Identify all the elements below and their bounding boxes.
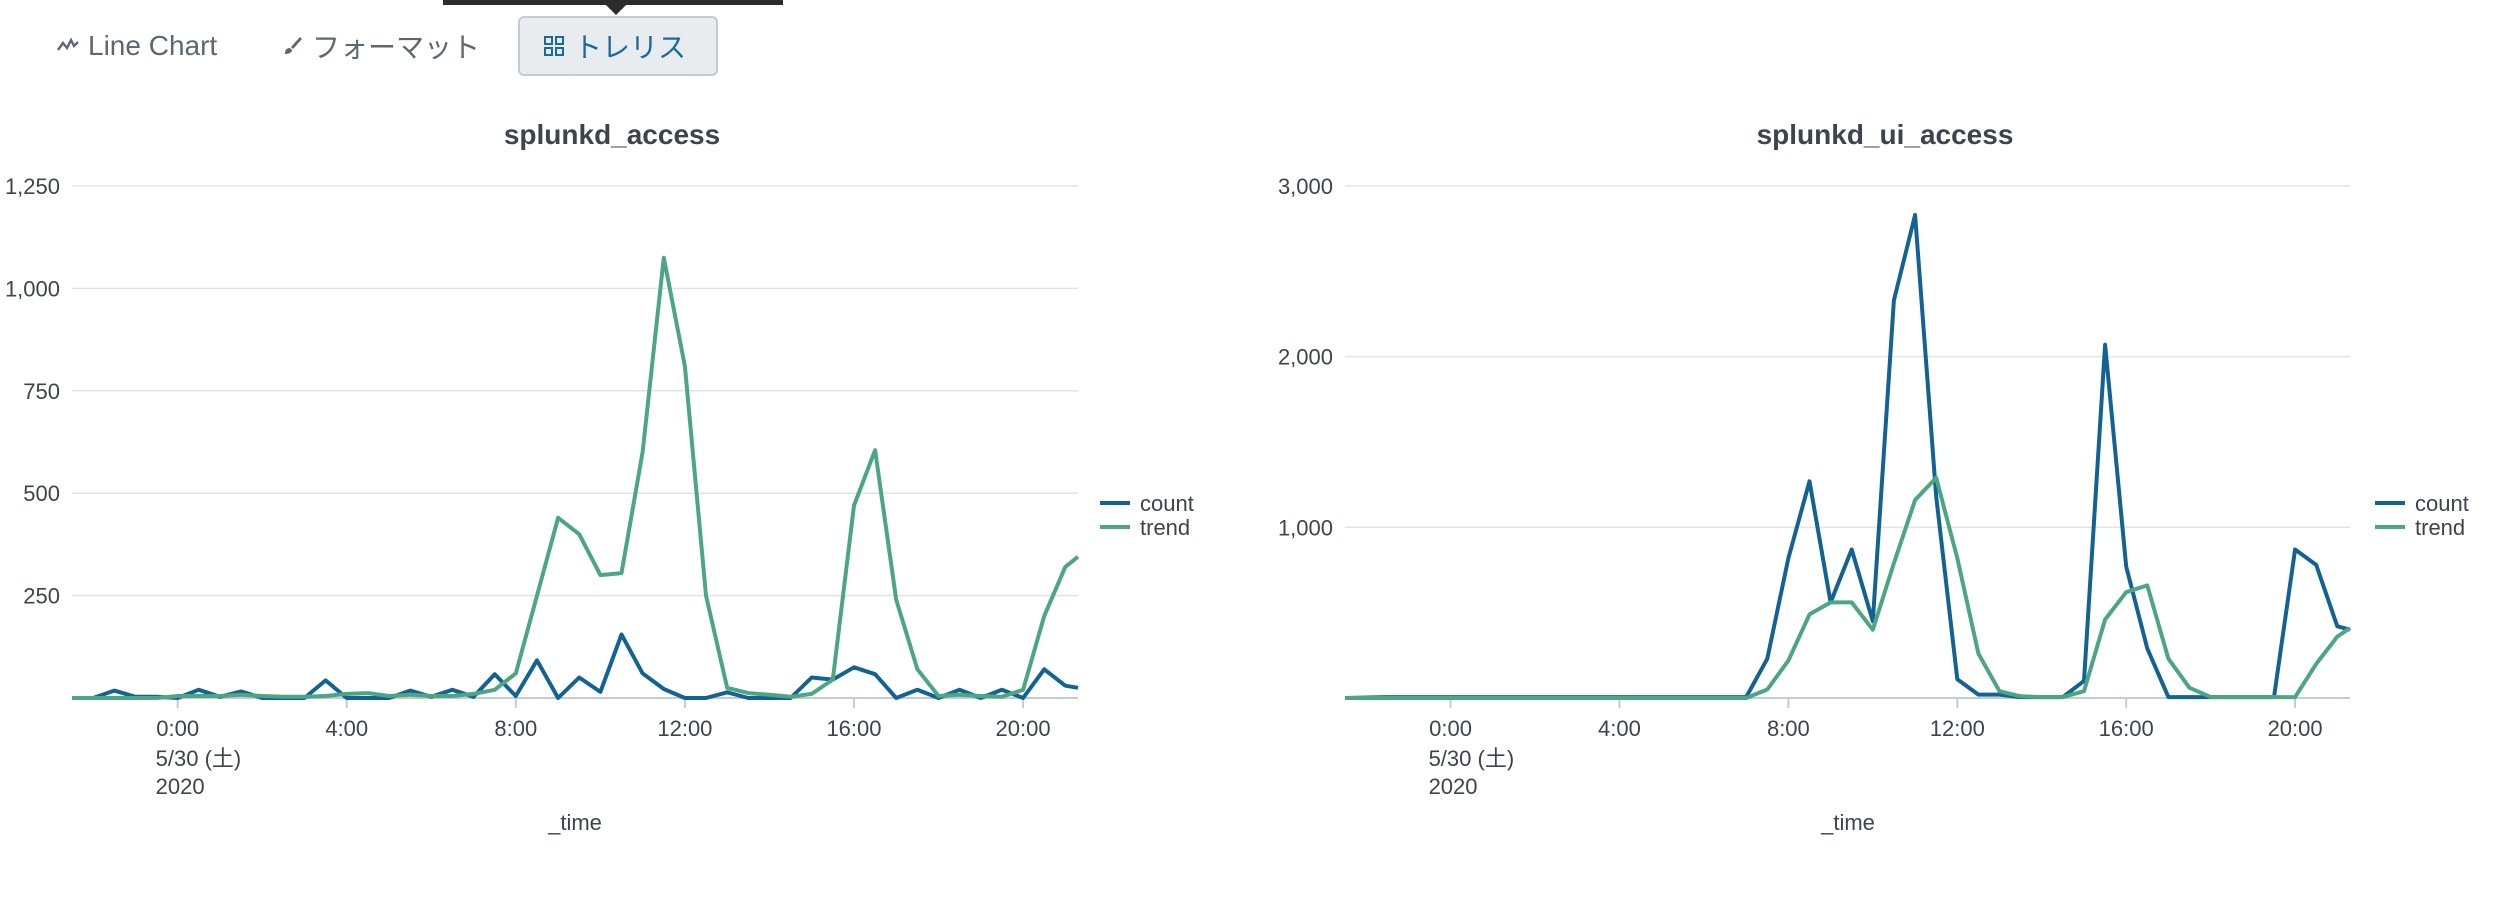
x-tick-label: 8:00 bbox=[494, 716, 537, 741]
format-button[interactable]: フォーマット bbox=[258, 16, 502, 76]
x-tick-label: 16:00 bbox=[2099, 716, 2154, 741]
x-axis-title: _time bbox=[1820, 810, 1875, 835]
brush-icon bbox=[285, 37, 302, 54]
series-line-trend bbox=[1345, 475, 2352, 700]
y-tick-label: 3,000 bbox=[1278, 174, 1333, 199]
x-tick-label: 16:00 bbox=[826, 716, 881, 741]
y-tick-label: 1,000 bbox=[5, 276, 60, 301]
x-date-label: 5/30 (土) bbox=[1429, 746, 1515, 771]
x-tick-label: 4:00 bbox=[1598, 716, 1641, 741]
tooltip-caret bbox=[606, 5, 626, 15]
x-tick-label: 20:00 bbox=[996, 716, 1051, 741]
y-tick-label: 2,000 bbox=[1278, 345, 1333, 370]
series-line-count bbox=[72, 632, 1079, 700]
y-tick-label: 250 bbox=[23, 584, 60, 609]
legend-label-count: count bbox=[2415, 491, 2469, 516]
y-tick-label: 1,000 bbox=[1278, 515, 1333, 540]
line-chart-icon bbox=[57, 37, 79, 51]
x-axis-title: _time bbox=[547, 810, 602, 835]
x-tick-label: 12:00 bbox=[657, 716, 712, 741]
series-line-count bbox=[1344, 213, 2351, 700]
series-line-trend bbox=[72, 255, 1080, 700]
x-tick-label: 4:00 bbox=[325, 716, 368, 741]
x-tick-label: 0:00 bbox=[1429, 716, 1472, 741]
x-date-label: 5/30 (土) bbox=[156, 746, 242, 771]
line-chart-label: Line Chart bbox=[88, 30, 218, 61]
y-tick-label: 500 bbox=[23, 481, 60, 506]
trellis-label: トレリス bbox=[574, 32, 687, 63]
x-tick-label: 12:00 bbox=[1930, 716, 1985, 741]
viz-toolbar: Line Chart フォーマット トレリス bbox=[0, 0, 760, 90]
x-year-label: 2020 bbox=[1429, 774, 1478, 799]
chart-title: splunkd_ui_access bbox=[1757, 119, 2014, 150]
y-tick-label: 1,250 bbox=[5, 174, 60, 199]
x-tick-label: 20:00 bbox=[2268, 716, 2323, 741]
line-chart-button[interactable]: Line Chart bbox=[34, 16, 239, 76]
format-label: フォーマット bbox=[312, 32, 481, 63]
trellis-button[interactable]: トレリス bbox=[518, 16, 718, 76]
x-year-label: 2020 bbox=[156, 774, 205, 799]
legend-label-trend: trend bbox=[1140, 515, 1190, 540]
x-tick-label: 0:00 bbox=[156, 716, 199, 741]
grid-icon bbox=[544, 36, 564, 56]
chart-title: splunkd_access bbox=[504, 119, 720, 150]
y-tick-label: 750 bbox=[23, 379, 60, 404]
legend-label-count: count bbox=[1140, 491, 1194, 516]
legend-label-trend: trend bbox=[2415, 515, 2465, 540]
x-tick-label: 8:00 bbox=[1767, 716, 1810, 741]
tooltip-bar bbox=[443, 0, 783, 5]
